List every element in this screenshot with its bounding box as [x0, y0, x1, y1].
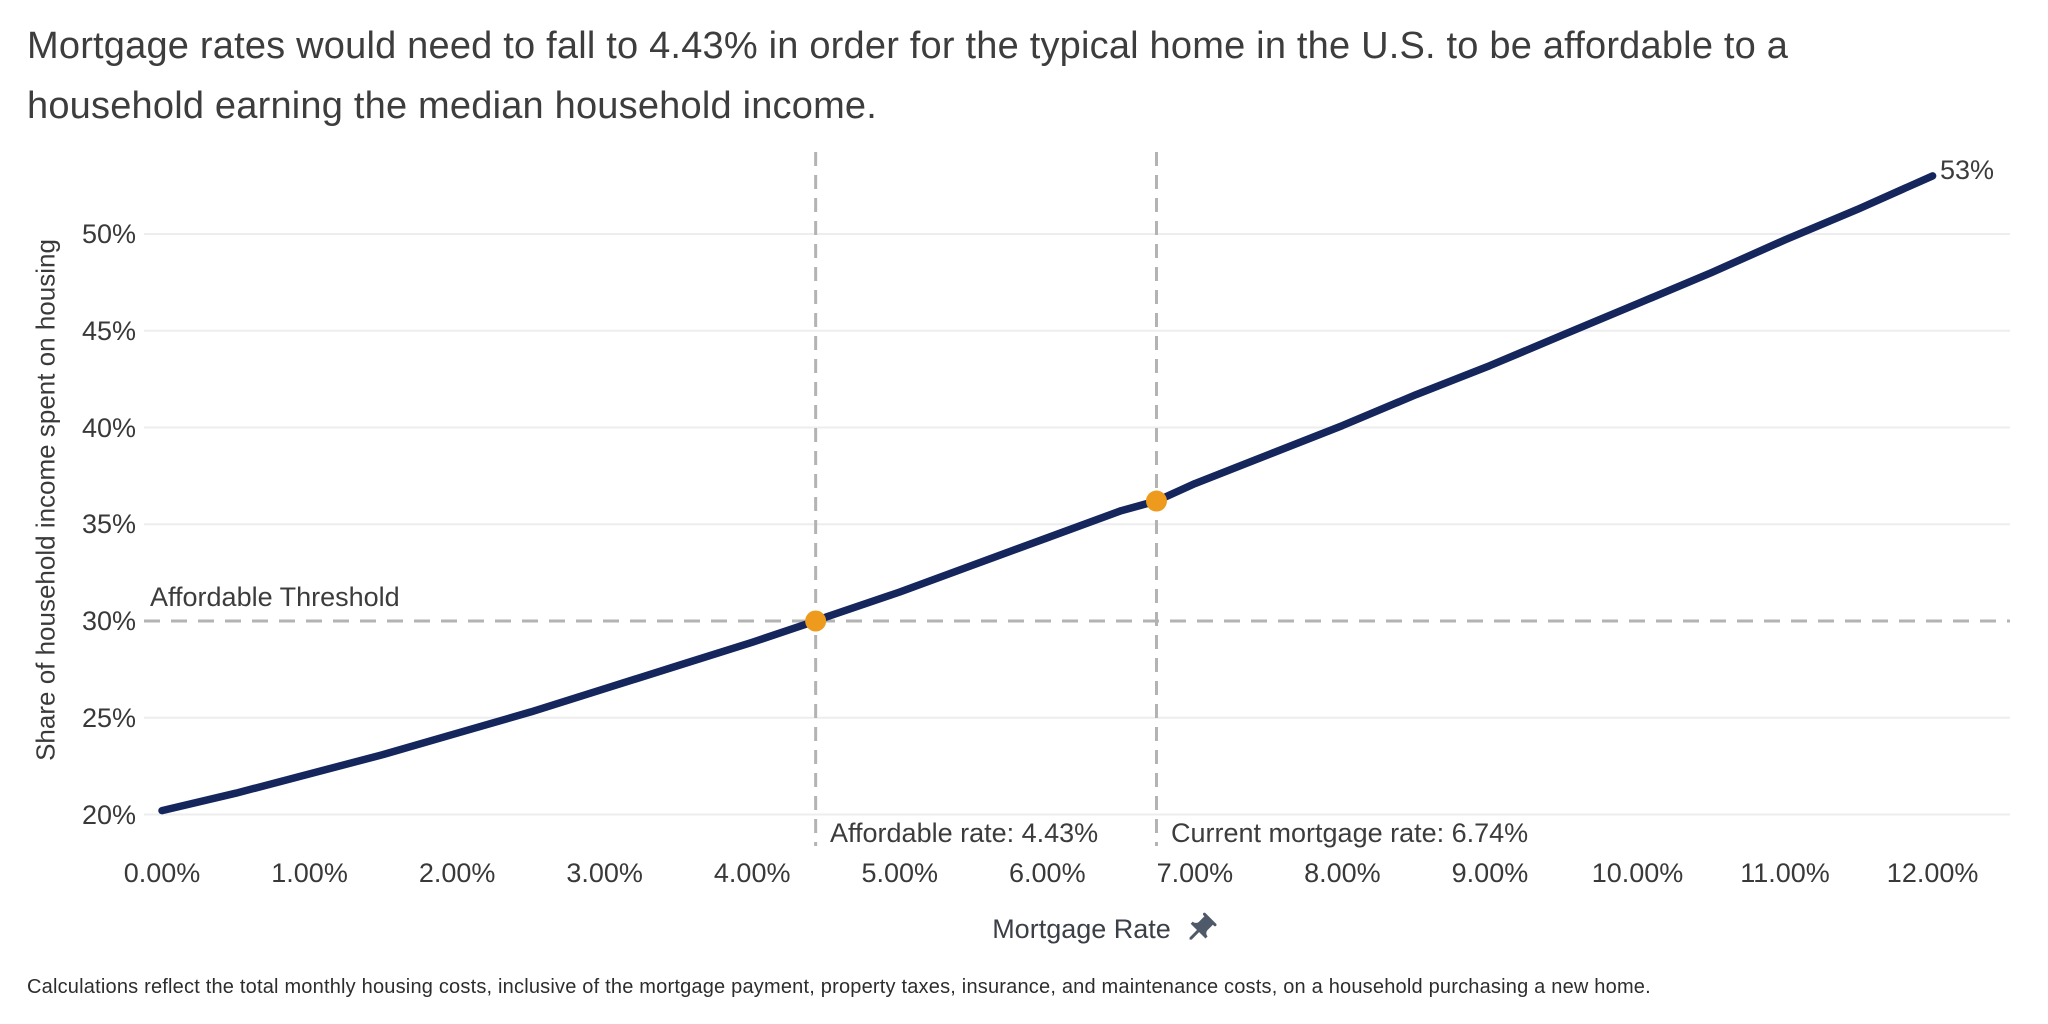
- x-tick-label: 7.00%: [1156, 858, 1234, 888]
- x-tick-label: 11.00%: [1740, 858, 1830, 888]
- y-tick-label: 30%: [81, 606, 136, 636]
- y-tick-label: 25%: [81, 702, 136, 733]
- x-tick-label: 2.00%: [418, 858, 496, 888]
- x-tick-label: 1.00%: [271, 858, 348, 888]
- income-share-curve: [158, 172, 1937, 815]
- affordable-rate-annotation: Affordable rate: 4.43%: [830, 818, 1099, 848]
- affordable-threshold-label: Affordable Threshold: [150, 582, 400, 612]
- x-tick-label: 8.00%: [1304, 858, 1381, 888]
- y-tick-label: 40%: [81, 412, 136, 443]
- pushpin-icon: [1189, 912, 1217, 940]
- x-tick-label: 10.00%: [1591, 858, 1684, 888]
- y-tick-label: 45%: [81, 315, 136, 346]
- affordable-rate-point: [805, 610, 827, 632]
- current-rate-annotation: Current mortgage rate: 6.74%: [1171, 818, 1529, 848]
- x-tick-label: 3.00%: [566, 858, 643, 888]
- current-mortgage-rate-point: [1145, 490, 1167, 512]
- x-tick-label: 4.00%: [713, 858, 791, 888]
- x-tick-label: 9.00%: [1451, 858, 1529, 888]
- x-tick-label: 6.00%: [1009, 858, 1086, 888]
- chart-title: Mortgage rates would need to fall to 4.4…: [27, 25, 1789, 127]
- x-axis-title-text: Mortgage Rate: [992, 913, 1171, 944]
- y-tick-label: 50%: [81, 219, 136, 249]
- y-tick-label: 35%: [81, 509, 136, 540]
- footnote: Calculations reflect the total monthly h…: [27, 976, 1651, 998]
- line-end-value-label: 53%: [1940, 155, 1995, 185]
- y-tick-label: 20%: [81, 799, 136, 830]
- x-tick-label: 12.00%: [1886, 858, 1979, 888]
- x-tick-label: 5.00%: [861, 858, 939, 888]
- x-axis-title: Mortgage Rate: [992, 911, 1218, 947]
- x-tick-label: 0.00%: [123, 858, 201, 888]
